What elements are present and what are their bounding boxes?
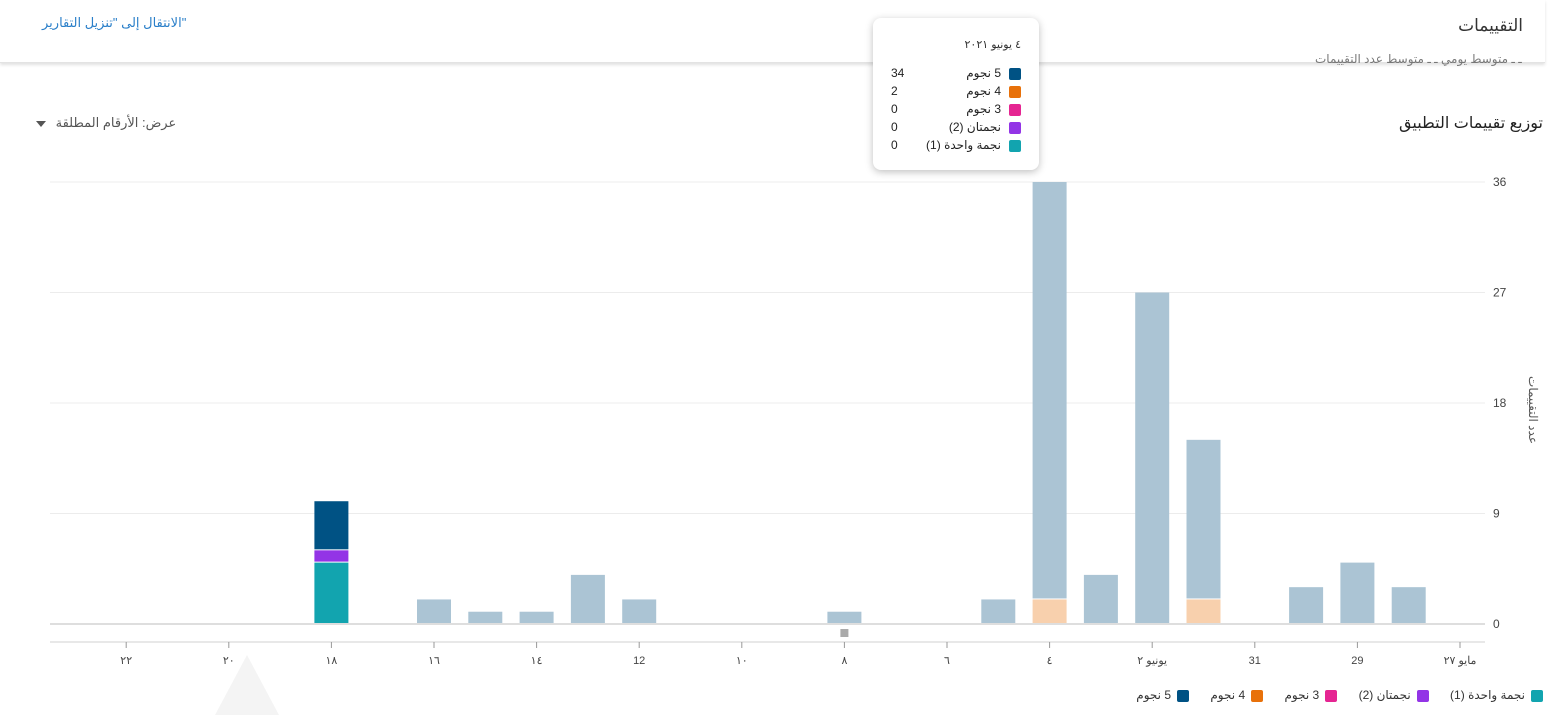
- legend-swatch-four-stars: [1251, 689, 1264, 702]
- legend-item-five-stars[interactable]: 5 نجوم: [1136, 688, 1190, 702]
- bars: [314, 182, 1426, 623]
- scroll-indicator: [215, 655, 279, 715]
- section-title: توزيع تقييمات التطبيق: [1399, 115, 1543, 132]
- bar-segment: [519, 611, 554, 623]
- y-tick-label: 9: [1493, 507, 1500, 521]
- y-axis-ticks: 0 9 18 27 36: [1493, 175, 1507, 631]
- tooltip-date: ٤ يونيو ٢٠٢١: [964, 39, 1021, 51]
- x-tick-label: يونيو ٢: [1137, 655, 1167, 667]
- view-dropdown[interactable]: عرض: الأرقام المطلقة: [36, 115, 176, 131]
- tooltip-value-four: 2: [891, 84, 898, 98]
- x-tick-label: ٤: [1047, 655, 1053, 667]
- bar-segment: [1083, 574, 1118, 623]
- x-tick-label: ١٠: [736, 655, 748, 667]
- bar-segment: [468, 611, 503, 623]
- view-dropdown-label: عرض: الأرقام المطلقة: [55, 115, 177, 130]
- bar-segment: [1186, 439, 1221, 599]
- bar-segment: [1391, 587, 1426, 623]
- tooltip-label-two: نجمتان (2): [948, 120, 1001, 134]
- x-tick-label: 29: [1351, 655, 1363, 667]
- tooltip-label-one: نجمة واحدة (1): [926, 138, 1001, 152]
- x-tick-label: ٢٢: [120, 655, 132, 667]
- bar-segment: [314, 501, 349, 550]
- chart-legend: نجمة واحدة (1) نجمتان (2) 3 نجوم 4 نجوم …: [1118, 688, 1543, 702]
- legend-label-one-star: نجمة واحدة (1): [1450, 688, 1525, 702]
- gridlines: [50, 181, 1485, 625]
- legend-swatch-three-stars: [1325, 689, 1338, 702]
- legend-label-four-stars: 4 نجوم: [1210, 688, 1246, 702]
- bar-segment: [622, 599, 657, 623]
- tooltip-value-three: 0: [891, 102, 898, 116]
- bar-segment: [1289, 587, 1324, 623]
- tooltip-row-one: نجمة واحدة (1) 0: [891, 137, 1021, 155]
- partial-legend: ـ ـ متوسط يومي ـ ـ متوسط عدد التقييمات: [1315, 52, 1522, 66]
- tooltip-row-five: 5 نجوم 34: [891, 65, 1021, 83]
- tooltip-swatch-one: [1009, 140, 1021, 152]
- tooltip-row-two: نجمتان (2) 0: [891, 119, 1021, 137]
- legend-item-three-stars[interactable]: 3 نجوم: [1284, 688, 1338, 702]
- download-reports-link[interactable]: الانتقال إلى "تنزيل التقارير": [42, 15, 187, 30]
- y-tick-label: 0: [1493, 617, 1500, 631]
- bar-segment: [314, 550, 349, 562]
- bar-segment: [1032, 599, 1067, 623]
- y-tick-label: 27: [1493, 286, 1507, 300]
- x-tick-label: ١٨: [325, 655, 337, 667]
- legend-swatch-two-stars: [1416, 689, 1429, 702]
- page-title: التقييمات: [1458, 16, 1523, 35]
- x-tick-label: 12: [633, 655, 645, 667]
- legend-label-three-stars: 3 نجوم: [1284, 688, 1320, 702]
- tooltip-label-five: 5 نجوم: [966, 66, 1001, 80]
- x-tick-label: 31: [1249, 655, 1261, 667]
- y-axis-label: عدد التقييمات: [1526, 376, 1540, 444]
- x-tick-label: ١٦: [428, 655, 440, 667]
- legend-item-two-stars[interactable]: نجمتان (2): [1359, 688, 1429, 702]
- x-tick-label: ٨: [841, 655, 847, 667]
- legend-item-one-star[interactable]: نجمة واحدة (1): [1450, 688, 1543, 702]
- tooltip-swatch-two: [1009, 122, 1021, 134]
- bar-segment: [570, 574, 605, 623]
- bar-segment: [314, 562, 349, 623]
- y-tick-label: 36: [1493, 175, 1507, 189]
- legend-swatch-five-stars: [1177, 689, 1190, 702]
- bar-segment: [1186, 599, 1221, 623]
- bar-segment: [1032, 182, 1067, 599]
- tooltip-value-two: 0: [891, 120, 898, 134]
- tooltip-label-three: 3 نجوم: [966, 102, 1001, 116]
- legend-swatch-one-star: [1531, 689, 1543, 702]
- bar-segment: [827, 611, 862, 623]
- bar-segment: [1135, 292, 1170, 623]
- chevron-down-icon: [36, 120, 46, 127]
- y-tick-label: 18: [1493, 396, 1507, 410]
- bar-segment: [1340, 562, 1375, 623]
- legend-label-five-stars: 5 نجوم: [1136, 688, 1172, 702]
- marker-icon: [840, 629, 849, 637]
- tooltip-value-one: 0: [891, 138, 898, 152]
- top-bar: التقييمات الانتقال إلى "تنزيل التقارير": [0, 0, 1545, 63]
- legend-item-four-stars[interactable]: 4 نجوم: [1210, 688, 1264, 702]
- tooltip-swatch-four: [1009, 86, 1021, 98]
- chart-tooltip: ٤ يونيو ٢٠٢١ 5 نجوم 34 4 نجوم 2 3 نجوم 0…: [873, 18, 1039, 170]
- tooltip-row-three: 3 نجوم 0: [891, 101, 1021, 119]
- tooltip-swatch-three: [1009, 104, 1021, 116]
- x-tick-label: ١٤: [531, 655, 543, 667]
- tooltip-value-five: 34: [891, 66, 905, 80]
- tooltip-label-four: 4 نجوم: [966, 84, 1001, 98]
- bar-segment: [417, 599, 451, 623]
- bar-segment: [981, 599, 1016, 623]
- x-tick-label: مايو ٢٧: [1444, 655, 1477, 667]
- legend-label-two-stars: نجمتان (2): [1358, 688, 1411, 702]
- tooltip-swatch-five: [1009, 68, 1021, 80]
- tooltip-row-four: 4 نجوم 2: [891, 83, 1021, 101]
- x-tick-label: ٦: [944, 655, 950, 667]
